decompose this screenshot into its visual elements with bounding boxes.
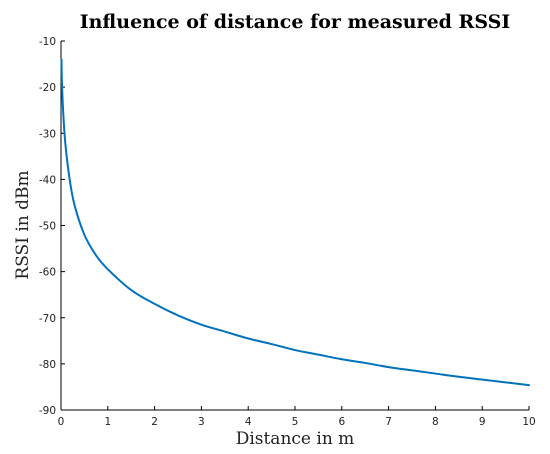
x-tick-label: 4 <box>245 416 252 428</box>
chart-title: Influence of distance for measured RSSI <box>80 11 511 33</box>
plot-area: 0 1 2 3 4 5 6 7 8 9 10 -10 -20 -30 -40 -50 -60 -70 -80 -90 <box>39 36 536 428</box>
x-tick-label: 0 <box>58 416 65 428</box>
x-tick-label: 5 <box>292 416 299 428</box>
y-tick-label: -30 <box>39 128 56 140</box>
x-axis-label: Distance in m <box>236 429 355 449</box>
x-tick-label: 8 <box>432 416 439 428</box>
x-tick-label: 1 <box>104 416 111 428</box>
y-tick-label: -40 <box>39 174 56 186</box>
x-tick-label: 9 <box>479 416 486 428</box>
x-tick-label: 2 <box>151 416 158 428</box>
y-tick-label: -70 <box>39 313 56 325</box>
y-tick-label: -50 <box>39 221 56 233</box>
x-tick-label: 3 <box>198 416 205 428</box>
series-line-rssi <box>60 58 530 387</box>
y-axis-label: RSSI in dBm <box>13 170 33 279</box>
y-tick-label: -80 <box>39 359 56 371</box>
y-tick-label: -20 <box>39 82 56 94</box>
x-tick-label: 7 <box>385 416 392 428</box>
y-tick-label: -10 <box>39 36 56 48</box>
x-tick-label: 10 <box>522 416 535 428</box>
y-tick-label: -60 <box>39 267 56 279</box>
y-tick-label: -90 <box>39 405 56 417</box>
x-tick-label: 6 <box>338 416 345 428</box>
